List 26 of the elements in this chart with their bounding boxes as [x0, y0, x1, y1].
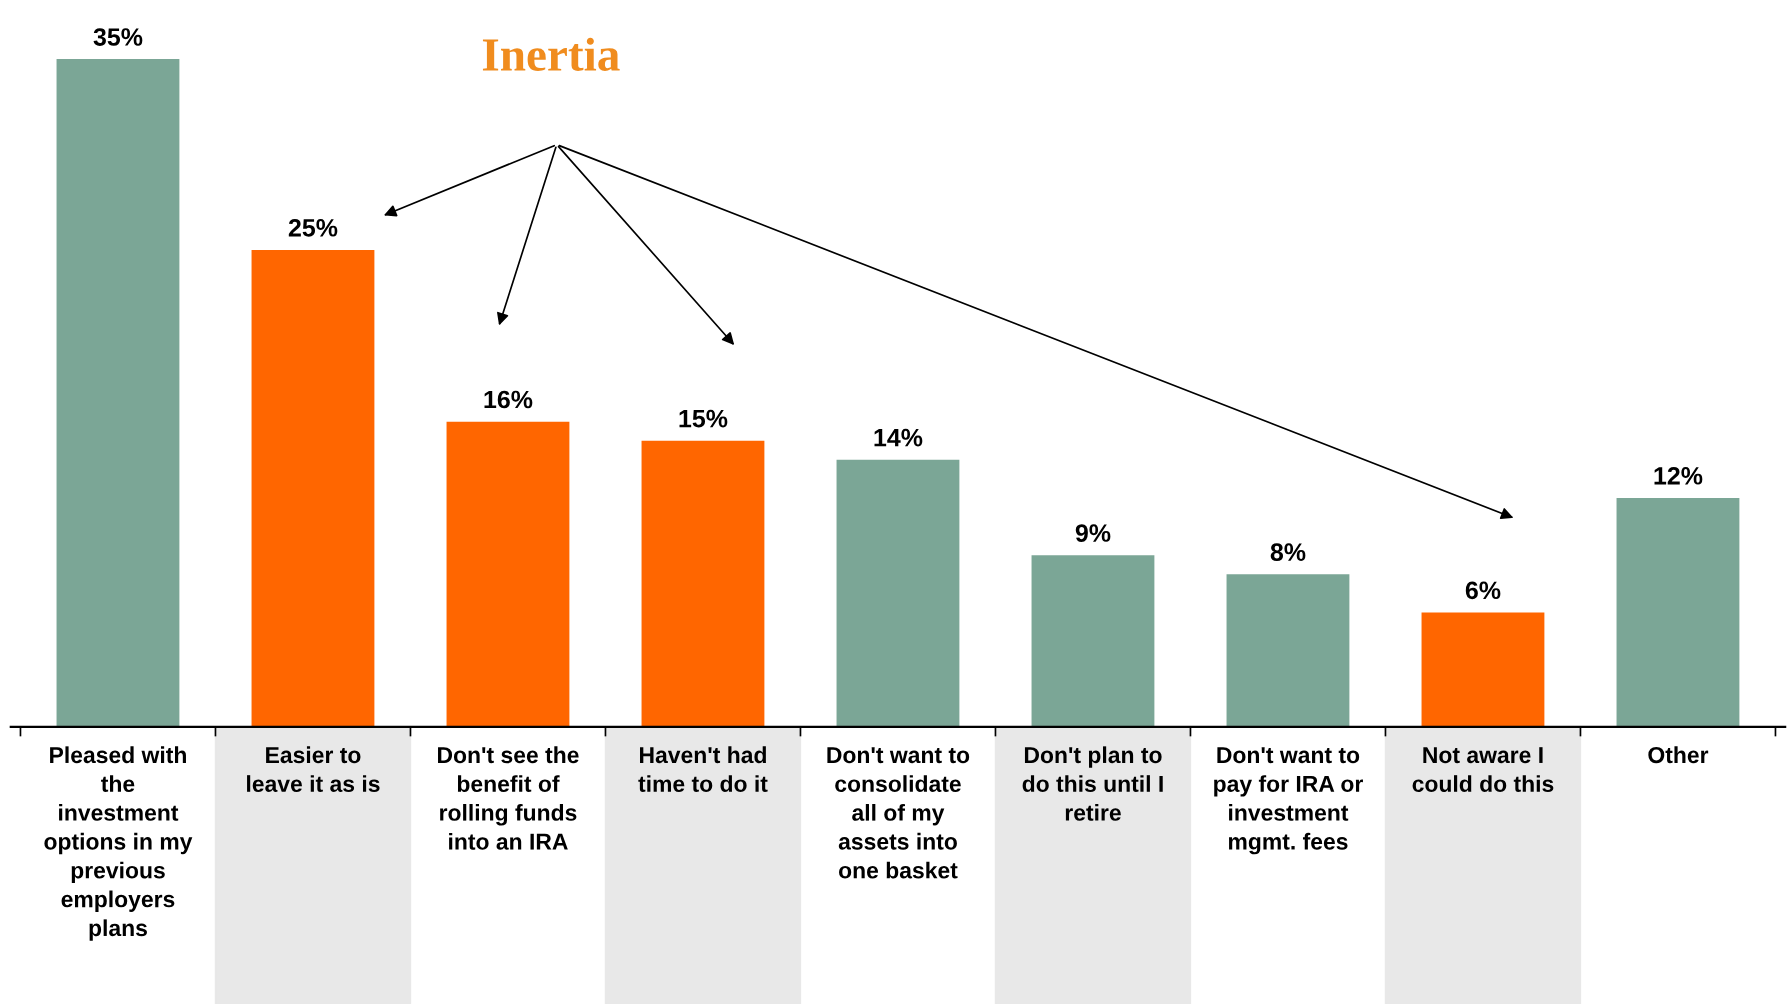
data-label: 16%: [484, 390, 533, 409]
bar: [1421, 612, 1545, 727]
annotation: Inertia: [482, 37, 620, 71]
bar: [1031, 555, 1155, 727]
data-label: 25%: [288, 218, 338, 237]
data-label: 35%: [93, 28, 143, 46]
x-tick-label: Haven't had time to do it: [638, 746, 768, 793]
x-tick-label: Other: [1648, 746, 1709, 764]
bar: [446, 421, 570, 727]
x-tick-label: Easier to leave it as is: [247, 746, 380, 793]
data-label: 8%: [1270, 543, 1306, 561]
data-label: 9%: [1075, 524, 1111, 542]
x-tick-label: Don't want to consolidate all of my assets into one basket: [827, 747, 970, 879]
x-tick-label: Pleased with the investment options in my previous employers plans: [44, 746, 193, 941]
x-tick-label: Don't see the benefit of rolling funds into an IRA: [438, 746, 579, 850]
bar: [1226, 574, 1350, 727]
bar: [836, 459, 960, 727]
x-tick-label: Don't want to pay for IRA or investment mgmt. fees: [1214, 747, 1363, 855]
data-label: 15%: [679, 409, 728, 428]
x-tick-label: Not aware I could do this: [1412, 747, 1554, 793]
data-label: 12%: [1654, 466, 1703, 485]
x-tick-label: Don't plan to do this until I retire: [1022, 746, 1163, 821]
bar: [56, 59, 180, 727]
data-label: 14%: [874, 428, 923, 447]
data-label: 6%: [1465, 581, 1501, 600]
bar: [1616, 497, 1740, 727]
